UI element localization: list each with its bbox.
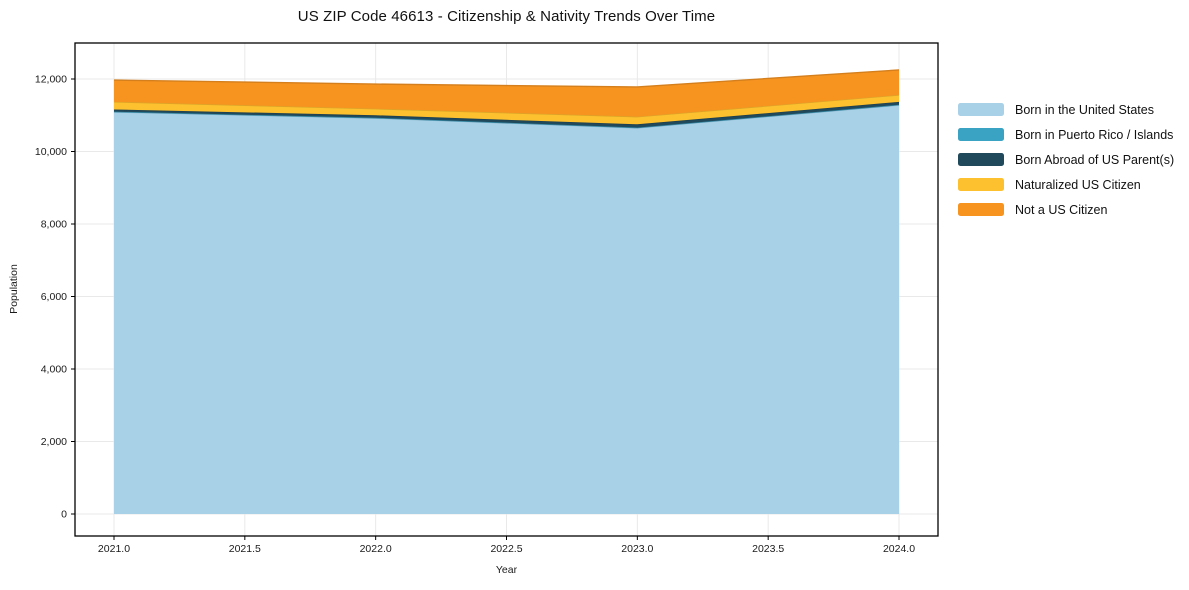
x-tick-label: 2021.5	[229, 543, 261, 555]
area-layer	[113, 101, 900, 128]
x-tick-label: 2023.0	[621, 543, 653, 555]
chart-title: US ZIP Code 46613 - Citizenship & Nativi…	[297, 8, 716, 25]
y-tick-label: 2,000	[41, 436, 67, 448]
y-tick-label: 4,000	[41, 363, 67, 375]
area-layer	[113, 69, 900, 117]
x-tick-label: 2024.0	[883, 543, 915, 555]
legend: Born in the United States Born in Puerto …	[958, 100, 1174, 219]
x-axis-label: Year	[495, 564, 518, 576]
x-tick-label: 2022.0	[360, 543, 392, 555]
legend-label: Born in the United States	[1015, 102, 1154, 117]
y-axis-label: Population	[8, 264, 20, 314]
area-layer	[113, 94, 900, 125]
y-tick-label: 6,000	[41, 291, 67, 303]
legend-item: Born Abroad of US Parent(s)	[958, 150, 1174, 169]
legend-item: Born in Puerto Rico / Islands	[958, 125, 1174, 144]
area-layer	[113, 105, 900, 514]
legend-label: Born Abroad of US Parent(s)	[1015, 152, 1175, 167]
x-tick-label: 2022.5	[490, 543, 522, 555]
x-tick-label: 2023.5	[752, 543, 784, 555]
legend-label: Born in Puerto Rico / Islands	[1015, 127, 1174, 142]
legend-item: Naturalized US Citizen	[958, 175, 1174, 194]
x-tick-label: 2021.0	[98, 543, 130, 555]
legend-swatch	[958, 178, 1004, 191]
legend-swatch	[958, 103, 1004, 116]
legend-swatch	[958, 203, 1004, 216]
y-tick-label: 0	[61, 508, 67, 520]
legend-swatch	[958, 153, 1004, 166]
legend-label: Not a US Citizen	[1015, 202, 1108, 217]
area-edge	[113, 69, 900, 88]
y-tick-label: 10,000	[35, 146, 67, 158]
y-tick-label: 12,000	[35, 73, 67, 85]
legend-label: Naturalized US Citizen	[1015, 177, 1141, 192]
y-tick-label: 8,000	[41, 218, 67, 230]
legend-item: Born in the United States	[958, 100, 1174, 119]
legend-item: Not a US Citizen	[958, 200, 1174, 219]
legend-swatch	[958, 128, 1004, 141]
